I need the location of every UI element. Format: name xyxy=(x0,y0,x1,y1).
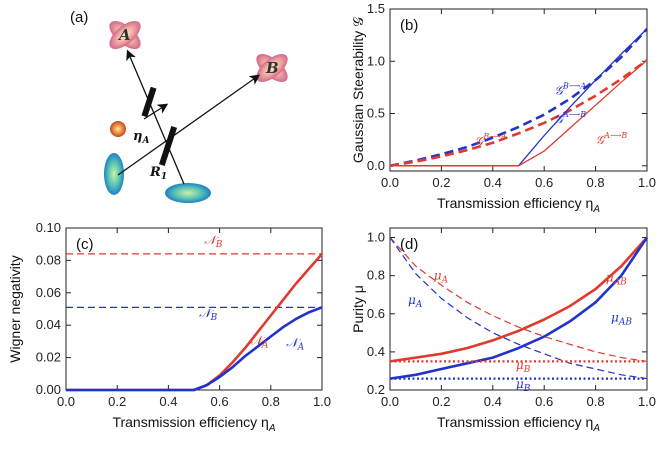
x-tick-label: 0.6 xyxy=(211,394,229,409)
y-axis-label: Purity μ xyxy=(350,285,366,333)
eta-label: ηA xyxy=(133,129,149,146)
x-axis-label: Transmission efficiency ηA xyxy=(437,414,600,434)
curve-annotation: μA xyxy=(434,268,449,285)
curve-annotation: 𝒩B xyxy=(204,233,223,250)
curve-annotation: 𝒢A⟶B xyxy=(554,110,586,126)
y-tick-label: 1.0 xyxy=(367,230,385,245)
y-tick-label: 0.08 xyxy=(36,252,61,267)
curve-annotation: 𝒢A⟶B xyxy=(596,131,628,147)
squeezed-state-vertical-icon xyxy=(104,153,124,195)
series-line-red-solid xyxy=(66,253,323,392)
panel-label-d: (d) xyxy=(400,236,418,253)
photon-source-icon xyxy=(110,121,126,137)
series-line-red-dashed xyxy=(389,59,648,168)
series-line-red-solid xyxy=(389,236,648,363)
curve-annotation: μB xyxy=(516,358,531,375)
x-tick-label: 0.8 xyxy=(587,175,605,190)
y-tick-label: 0.10 xyxy=(36,220,61,235)
y-tick-label: 0.4 xyxy=(367,344,385,359)
plot-frame xyxy=(389,227,648,391)
curve-annotation: 𝒩A xyxy=(286,335,305,352)
y-tick-label: 0.06 xyxy=(36,285,61,300)
x-tick-label: 0.8 xyxy=(262,394,280,409)
plot-frame xyxy=(65,227,323,391)
loss-beamsplitter xyxy=(141,86,157,118)
y-tick-label: 0.8 xyxy=(367,268,385,283)
beam-to-a xyxy=(126,49,185,185)
x-tick-label: 1.0 xyxy=(313,394,331,409)
series-line-blue-solid xyxy=(66,306,323,392)
y-tick-label: 0.0 xyxy=(367,158,385,173)
x-tick-label: 0.2 xyxy=(432,175,450,190)
panel-label-b: (b) xyxy=(400,17,418,34)
x-tick-label: 0.0 xyxy=(381,394,399,409)
plot-frame xyxy=(389,8,648,172)
curve-annotation: μAB xyxy=(606,270,627,287)
y-axis-label: Wigner negativity xyxy=(7,255,23,362)
x-tick-label: 0.4 xyxy=(159,394,177,409)
curve-annotation: μB xyxy=(516,377,531,394)
x-axis-label: Transmission efficiency ηA xyxy=(112,414,275,434)
curve-annotation: μA xyxy=(408,293,423,310)
cat-state-b-icon: B xyxy=(256,53,288,83)
x-tick-label: 1.0 xyxy=(638,394,656,409)
y-axis-label: Gaussian Steerability 𝒢 xyxy=(350,17,366,163)
x-tick-label: 0.4 xyxy=(484,394,502,409)
y-tick-label: 0.6 xyxy=(367,306,385,321)
x-tick-label: 0.8 xyxy=(587,394,605,409)
x-tick-label: 1.0 xyxy=(638,175,656,190)
curve-annotation: μAB xyxy=(611,310,632,327)
y-tick-label: 1.0 xyxy=(367,53,385,68)
series-line-blue-solid xyxy=(390,28,648,167)
series-line-red-dashed xyxy=(389,237,648,362)
x-tick-label: 0.6 xyxy=(535,175,553,190)
x-tick-label: 0.0 xyxy=(381,175,399,190)
loss-port-arrow xyxy=(143,103,169,120)
y-tick-label: 0.00 xyxy=(36,382,61,397)
chart-b: 0.0 0.2 0.4 0.6 0.8 1.0 0.0 0.5 1.0 1.5 𝒢B⟶A 𝒢A⟶B 𝒢B… xyxy=(350,1,656,215)
x-tick-label: 0.2 xyxy=(432,394,450,409)
beamsplitter-r1 xyxy=(158,126,178,166)
y-tick-label: 0.2 xyxy=(367,382,385,397)
cat-state-a-icon: A xyxy=(109,20,141,50)
curve-annotation: 𝒢B⟶A xyxy=(475,132,507,148)
curve-annotation: 𝒢B⟶A xyxy=(554,82,586,98)
squeezed-state-horizontal-icon xyxy=(165,183,211,203)
series-line-blue-dashed xyxy=(389,237,648,380)
x-tick-label: 0.6 xyxy=(535,394,553,409)
chart-d: 0.0 0.2 0.4 0.6 0.8 1.00.20.40.60.81.0μAμAμAB… xyxy=(350,227,656,434)
series-line-blue-dashed xyxy=(389,28,648,168)
y-tick-label: 1.5 xyxy=(367,1,385,16)
series-line-red-solid xyxy=(390,59,648,167)
series-line-blue-solid xyxy=(389,236,649,380)
mode-label-a: A xyxy=(117,26,131,44)
curve-annotation: 𝒩A xyxy=(250,334,269,351)
chart-c: 0.0 0.2 0.4 0.6 0.8 1.0 0.00 0.02 0.04 0.06 0.08 0.… xyxy=(7,220,331,434)
y-tick-label: 0.02 xyxy=(36,350,61,365)
panel-label-c: (c) xyxy=(76,236,94,253)
x-tick-label: 0.2 xyxy=(108,394,126,409)
y-tick-label: 0.04 xyxy=(36,317,61,332)
beam-to-b xyxy=(117,74,261,176)
panel-label-a: (a) xyxy=(70,9,88,26)
x-tick-label: 0.4 xyxy=(484,175,502,190)
setup-diagram: (a) A B ηA R1 xyxy=(70,9,288,203)
y-tick-label: 0.5 xyxy=(367,106,385,121)
curve-annotation: 𝒩B xyxy=(199,306,218,323)
x-tick-label: 0.0 xyxy=(57,394,75,409)
r1-label: R1 xyxy=(149,165,167,182)
mode-label-b: B xyxy=(265,59,279,77)
x-axis-label: Transmission efficiency ηA xyxy=(437,195,600,215)
